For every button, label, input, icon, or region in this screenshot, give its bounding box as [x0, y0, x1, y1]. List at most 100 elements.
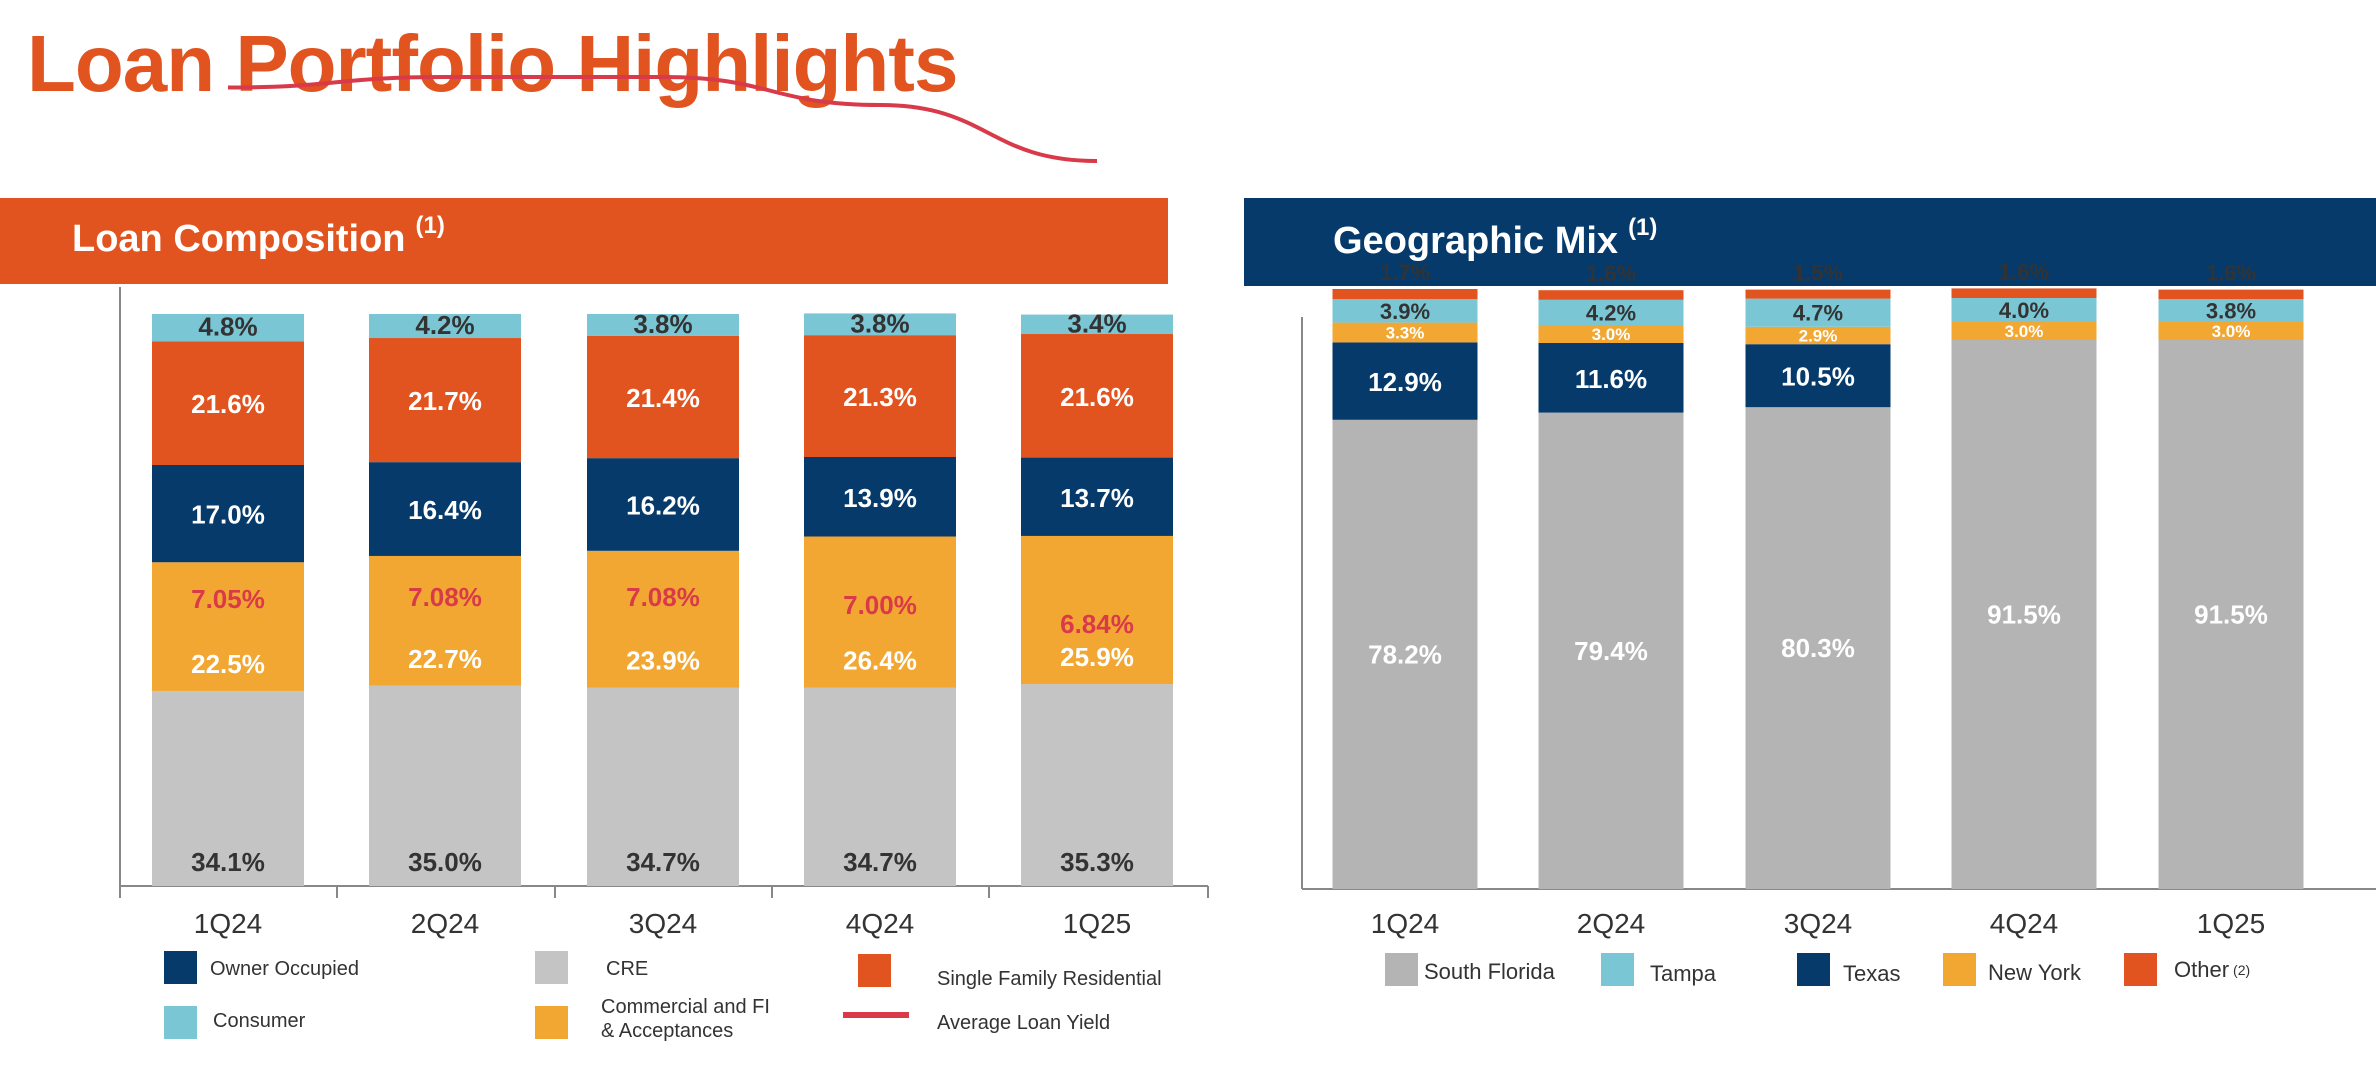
legend-label-average-loan-yield: Average Loan Yield: [937, 1012, 1111, 1034]
data-label-commercial-and-fi-acceptances-1q24: 22.5%: [191, 649, 265, 679]
bar-single-family-residential-2q24: [369, 338, 521, 463]
legend-label-consumer: Consumer: [213, 1010, 306, 1032]
legend-label-owner-occupied: Owner Occupied: [210, 958, 359, 980]
bar-new-york-3q24: [1745, 326, 1891, 345]
x-tick-label-1q24: 1Q24: [1371, 908, 1440, 939]
bar-commercial-and-fi-acceptances-3q24: [587, 550, 739, 688]
data-label-single-family-residential-3q24: 21.4%: [626, 383, 700, 413]
bar-consumer-3q24: [587, 314, 739, 336]
bar-new-york-1q24: [1332, 322, 1478, 343]
x-tick-label-1q25: 1Q25: [1063, 908, 1132, 939]
legend-swatch-consumer: [164, 1006, 197, 1039]
legend-swatch-texas: [1797, 953, 1830, 986]
data-label-south-florida-1q25: 91.5%: [2194, 600, 2268, 630]
data-label-consumer-3q24: 3.8%: [633, 309, 692, 339]
x-tick-label-2q24: 2Q24: [1577, 908, 1646, 939]
x-tick-label-1q25: 1Q25: [2197, 908, 2266, 939]
legend-label-commercial: Commercial and FI & Acceptances: [601, 996, 770, 1042]
bar-other-2q24: [1538, 290, 1684, 300]
data-label-consumer-1q24: 4.8%: [198, 312, 257, 342]
bar-tampa-1q25: [2158, 299, 2304, 322]
loan-composition-title-text: Loan Composition: [72, 218, 406, 260]
data-label-cre-4q24: 34.7%: [843, 847, 917, 877]
data-label-commercial-and-fi-acceptances-4q24: 26.4%: [843, 646, 917, 676]
data-label-owner-occupied-4q24: 13.9%: [843, 483, 917, 513]
yield-label-1q25: 6.84%: [1060, 609, 1134, 639]
bar-other-3q24: [1745, 289, 1891, 299]
legend-swatch-single-family-residential: [858, 954, 891, 987]
data-label-commercial-and-fi-acceptances-3q24: 23.9%: [626, 646, 700, 676]
data-label-new-york-2q24: 3.0%: [1592, 325, 1631, 344]
average-loan-yield-line: [227, 74, 1098, 163]
bar-cre-2q24: [369, 685, 521, 886]
loan-composition-title: Loan Composition (1): [72, 212, 445, 261]
x-tick-label-4q24: 4Q24: [846, 908, 915, 939]
data-label-owner-occupied-1q24: 17.0%: [191, 500, 265, 530]
data-label-texas-1q24: 12.9%: [1368, 367, 1442, 397]
data-label-single-family-residential-2q24: 21.7%: [408, 386, 482, 416]
bar-commercial-and-fi-acceptances-1q24: [152, 562, 304, 691]
bar-owner-occupied-4q24: [804, 457, 956, 537]
bar-owner-occupied-3q24: [587, 458, 739, 551]
bar-south-florida-4q24: [1951, 340, 2097, 889]
legend-label-cre: CRE: [606, 958, 649, 980]
bar-cre-4q24: [804, 687, 956, 886]
legend-label-other: Other (2): [2174, 957, 2250, 983]
bar-consumer-1q24: [152, 314, 304, 342]
data-label-tampa-2q24: 4.2%: [1586, 300, 1636, 325]
bar-owner-occupied-1q25: [1021, 457, 1173, 536]
bar-tampa-1q24: [1332, 299, 1478, 323]
legend-swatch-south-florida: [1385, 953, 1418, 986]
data-label-commercial-and-fi-acceptances-2q24: 22.7%: [408, 644, 482, 674]
yield-label-3q24: 7.08%: [626, 582, 700, 612]
bar-new-york-2q24: [1538, 325, 1684, 343]
data-label-single-family-residential-4q24: 21.3%: [843, 382, 917, 412]
data-label-south-florida-1q24: 78.2%: [1368, 639, 1442, 669]
legend-swatch-commercial: [535, 1006, 568, 1039]
x-tick-label-4q24: 4Q24: [1990, 908, 2059, 939]
bar-commercial-and-fi-acceptances-1q25: [1021, 535, 1173, 685]
bar-consumer-2q24: [369, 314, 521, 339]
legend-swatch-tampa: [1601, 953, 1634, 986]
data-label-south-florida-3q24: 80.3%: [1781, 633, 1855, 663]
legend-line-average-loan-yield: [843, 1012, 909, 1018]
bar-south-florida-2q24: [1538, 412, 1684, 889]
legend-label-single-family-residential: Single Family Residential: [937, 968, 1162, 990]
bar-texas-2q24: [1538, 343, 1684, 413]
bar-consumer-4q24: [804, 313, 956, 336]
data-label-texas-3q24: 10.5%: [1781, 362, 1855, 392]
bar-single-family-residential-1q25: [1021, 334, 1173, 458]
bar-tampa-4q24: [1951, 298, 2097, 322]
bar-cre-1q25: [1021, 684, 1173, 886]
geographic-mix-title-text: Geographic Mix: [1333, 220, 1619, 262]
bar-single-family-residential-4q24: [804, 335, 956, 457]
yield-label-4q24: 7.00%: [843, 590, 917, 620]
bar-cre-3q24: [587, 687, 739, 886]
bar-south-florida-1q25: [2158, 340, 2304, 889]
bar-texas-3q24: [1745, 344, 1891, 408]
geographic-mix-title-note: (1): [1628, 214, 1658, 241]
data-label-single-family-residential-1q25: 21.6%: [1060, 382, 1134, 412]
bar-new-york-4q24: [1951, 322, 2097, 340]
data-label-other-2q24: 1.6%: [1586, 261, 1636, 286]
legend-label-tampa: Tampa: [1650, 961, 1717, 986]
data-label-tampa-4q24: 4.0%: [1999, 298, 2049, 323]
loan-composition-banner: Loan Composition (1): [0, 198, 1168, 284]
x-tick-label-2q24: 2Q24: [411, 908, 480, 939]
data-label-consumer-2q24: 4.2%: [415, 310, 474, 340]
bar-single-family-residential-3q24: [587, 335, 739, 459]
bar-texas-1q24: [1332, 342, 1478, 420]
legend-label-south-florida: South Florida: [1424, 959, 1555, 984]
x-tick-label-1q24: 1Q24: [194, 908, 263, 939]
page-title: Loan Portfolio Highlights: [27, 19, 958, 108]
bar-consumer-1q25: [1021, 314, 1173, 335]
data-label-other-1q25: 1.6%: [2206, 261, 2256, 286]
data-label-other-3q24: 1.5%: [1793, 261, 1843, 286]
bar-tampa-2q24: [1538, 299, 1684, 325]
data-label-owner-occupied-1q25: 13.7%: [1060, 483, 1134, 513]
geographic-mix-title: Geographic Mix (1): [1333, 214, 1657, 263]
data-label-cre-2q24: 35.0%: [408, 847, 482, 877]
data-label-commercial-and-fi-acceptances-1q25: 25.9%: [1060, 642, 1134, 672]
data-label-south-florida-2q24: 79.4%: [1574, 636, 1648, 666]
